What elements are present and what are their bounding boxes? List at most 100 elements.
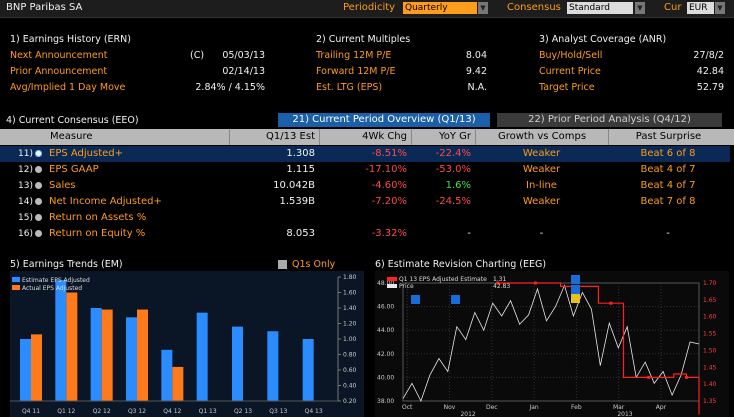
list-item: Prior Announcement 02/14/13: [10, 66, 265, 82]
tab-prior-period[interactable]: 22) Prior Period Analysis (Q4/12): [497, 113, 722, 127]
q1s-only-checkbox[interactable]: [278, 260, 287, 269]
row-value: 52.79: [696, 82, 724, 93]
legend-label-actual: Actual EPS Adjusted: [22, 285, 82, 292]
column-header[interactable]: 4Wk Chg: [319, 129, 411, 145]
analyst-coverage-title[interactable]: 3) Analyst Coverage (ANR): [539, 34, 667, 45]
list-item: Next Announcement (C) 05/03/13: [10, 50, 265, 66]
y-tick-label: 44.00: [377, 327, 394, 334]
analyst-coverage-list: Buy/Hold/Sell 27/8/2 Current Price 42.84…: [539, 50, 724, 98]
radio-icon[interactable]: [35, 166, 42, 173]
table-row[interactable]: 12) EPS GAAP 1.115 -17.10% -53.0% Weaker…: [0, 162, 730, 178]
legend-label-price: Price: [399, 283, 414, 290]
x-axis: Oct Nov Dec Jan Feb Mar Apr 2012 2013: [402, 404, 667, 417]
event-marker-icon[interactable]: [451, 295, 460, 304]
y-tick-label: 42.00: [377, 351, 394, 358]
row-value: 2.84% / 4.15%: [195, 82, 265, 93]
consensus-title[interactable]: 4) Current Consensus (EEO): [6, 115, 139, 126]
chevron-down-icon[interactable]: ▼: [635, 2, 645, 14]
y-axis-left: 48.00 46.00 44.00 42.00 40.00 38.00: [377, 280, 394, 405]
radio-icon[interactable]: [35, 198, 42, 205]
bar-actual: [31, 334, 42, 401]
table-row[interactable]: 13) Sales 10.042B -4.60% 1.6% In-line Be…: [0, 178, 730, 194]
y-tick-label: 0.60: [343, 367, 357, 374]
bar-actual: [101, 309, 113, 401]
y-tick-label: 0.80: [343, 352, 357, 359]
x-year-label: 2012: [460, 411, 475, 417]
growth-vs-comps: In-line: [526, 180, 557, 191]
header-bar: BNP Paribas SA Periodicity Quarterly ▼ C…: [0, 0, 734, 18]
estimate-value: 10.042B: [273, 180, 315, 191]
x-tick-label: Q1 13: [199, 408, 217, 415]
chevron-down-icon[interactable]: ▼: [715, 2, 725, 14]
row-number: 13): [18, 181, 33, 191]
radio-icon[interactable]: [35, 230, 42, 237]
estimate-point: [647, 375, 651, 379]
legend-swatch-price: [387, 284, 397, 288]
bar-actual: [137, 309, 148, 401]
chart-background: [375, 271, 729, 417]
bar-estimate: [55, 280, 67, 401]
radio-selected-icon[interactable]: [35, 150, 42, 157]
table-row[interactable]: 14) Net Income Adjusted+ 1.539B -7.20% -…: [0, 194, 730, 210]
growth-vs-comps: Weaker: [522, 164, 561, 175]
table-row[interactable]: 16) Return on Equity % 8.053 -3.32% - - …: [0, 226, 730, 242]
periodicity-dropdown[interactable]: Quarterly: [403, 2, 477, 14]
past-surprise: Beat 6 of 8: [640, 148, 696, 159]
bar-estimate: [20, 339, 31, 401]
y-tick-label-right: 1.45: [703, 364, 717, 371]
estimate-value: 8.053: [286, 228, 315, 239]
current-multiples-list: Trailing 12M P/E 8.04 Forward 12M P/E 9.…: [316, 50, 487, 98]
estimate-point: [533, 281, 537, 285]
event-marker-icon[interactable]: [571, 294, 580, 303]
event-marker-icon[interactable]: [411, 295, 420, 304]
table-row[interactable]: 11) EPS Adjusted+ 1.308 -8.51% -22.4% We…: [0, 146, 730, 162]
row-number: 15): [18, 213, 33, 223]
consensus-table: 11) EPS Adjusted+ 1.308 -8.51% -22.4% We…: [0, 146, 734, 242]
column-header[interactable]: YoY Gr: [411, 129, 475, 145]
row-value: 9.42: [465, 66, 487, 77]
currency-dropdown[interactable]: EUR: [687, 2, 714, 14]
bar-actual: [172, 366, 184, 401]
radio-icon[interactable]: [35, 182, 42, 189]
four-week-change: -7.20%: [371, 196, 407, 207]
measure-name: EPS Adjusted+: [49, 148, 124, 159]
event-marker-icon[interactable]: [571, 275, 580, 284]
event-marker-icon[interactable]: [571, 285, 580, 294]
list-item: Est. LTG (EPS) N.A.: [316, 82, 487, 98]
row-number: 14): [18, 197, 33, 207]
x-year-label: 2013: [617, 411, 632, 417]
consensus-label: Consensus: [507, 2, 561, 13]
column-header[interactable]: Measure: [50, 131, 93, 142]
column-header[interactable]: Growth vs Comps: [475, 129, 608, 145]
bar-estimate: [196, 312, 208, 401]
list-item: Avg/Implied 1 Day Move 2.84% / 4.15%: [10, 82, 265, 98]
x-tick-label: Q4 12: [163, 408, 181, 415]
current-multiples-title[interactable]: 2) Current Multiples: [316, 34, 411, 45]
list-item: Buy/Hold/Sell 27/8/2: [539, 50, 724, 66]
column-header[interactable]: Past Surprise: [608, 129, 728, 145]
chevron-down-icon[interactable]: ▼: [478, 2, 488, 14]
tab-current-period[interactable]: 21) Current Period Overview (Q1/13): [278, 113, 490, 127]
x-tick-label: Apr: [656, 404, 667, 411]
bar-marks: [20, 280, 314, 401]
row-value: 02/14/13: [222, 66, 265, 77]
x-tick-label: Q3 12: [128, 408, 146, 415]
x-tick-label: Q3 13: [269, 408, 287, 415]
radio-icon[interactable]: [35, 214, 42, 221]
four-week-change: -17.10%: [365, 164, 407, 175]
y-tick-label-right: 1.50: [703, 347, 717, 354]
row-number: 11): [18, 149, 33, 159]
list-item: Target Price 52.79: [539, 82, 724, 98]
row-value: 05/03/13: [222, 50, 265, 61]
past-surprise: Beat 4 of 7: [640, 164, 696, 175]
column-header[interactable]: Q1/13 Est: [229, 129, 319, 145]
legend-value-price: 42.83: [493, 283, 510, 290]
revision-chart-title[interactable]: 6) Estimate Revision Charting (EEG): [375, 259, 547, 270]
earnings-trends-chart: 1.80 1.60 1.40 1.20 1.00 0.80 0.60 0.40 0.20 Q4 …: [10, 271, 364, 417]
earnings-history-title[interactable]: 1) Earnings History (ERN): [10, 34, 131, 45]
earnings-trends-title[interactable]: 5) Earnings Trends (EM): [10, 259, 123, 270]
legend-value-estimate: 1.31: [493, 276, 507, 283]
consensus-dropdown[interactable]: Standard: [567, 2, 633, 14]
measure-name: Return on Assets %: [49, 212, 147, 223]
table-row[interactable]: 15) Return on Assets %: [0, 210, 730, 226]
